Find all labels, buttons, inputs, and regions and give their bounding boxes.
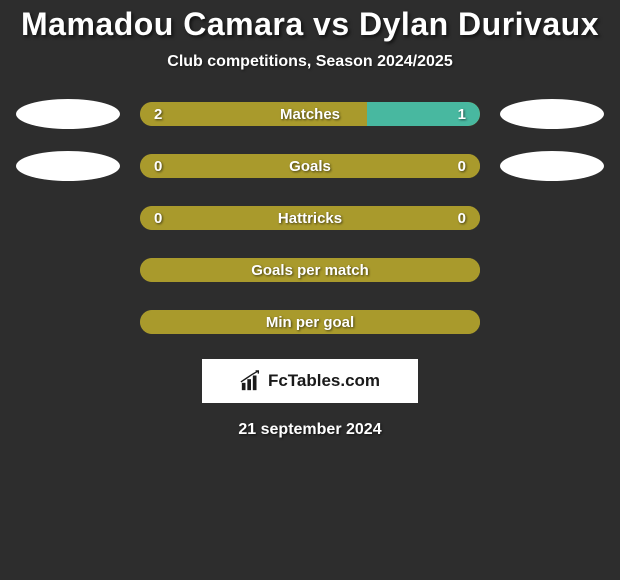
bar-chart-icon bbox=[240, 370, 262, 392]
subtitle: Club competitions, Season 2024/2025 bbox=[0, 53, 620, 71]
right-ellipse bbox=[500, 99, 604, 129]
ellipse-placeholder bbox=[16, 203, 120, 233]
logo-text: FcTables.com bbox=[268, 371, 380, 391]
comparison-infographic: Mamadou Camara vs Dylan Durivaux Club co… bbox=[0, 0, 620, 439]
stat-label: Hattricks bbox=[278, 210, 342, 227]
ellipse-placeholder bbox=[500, 255, 604, 285]
page-title: Mamadou Camara vs Dylan Durivaux bbox=[0, 6, 620, 43]
stat-row: Goals per match bbox=[0, 255, 620, 285]
stat-label: Goals bbox=[289, 158, 331, 175]
stat-label: Goals per match bbox=[251, 262, 369, 279]
stat-bar: 0 0 Hattricks bbox=[140, 206, 480, 230]
stat-value-right: 0 bbox=[458, 210, 466, 227]
stat-bar: 0 0 Goals bbox=[140, 154, 480, 178]
left-ellipse bbox=[16, 151, 120, 181]
stat-value-left: 0 bbox=[154, 210, 162, 227]
stat-row: 0 0 Hattricks bbox=[0, 203, 620, 233]
stat-row: Min per goal bbox=[0, 307, 620, 337]
left-ellipse bbox=[16, 99, 120, 129]
stat-value-right: 1 bbox=[458, 106, 466, 123]
stat-row: 2 1 Matches bbox=[0, 99, 620, 129]
stat-value-left: 2 bbox=[154, 106, 162, 123]
ellipse-placeholder bbox=[16, 307, 120, 337]
stat-label: Matches bbox=[280, 106, 340, 123]
ellipse-placeholder bbox=[16, 255, 120, 285]
stat-rows: 2 1 Matches 0 0 Goals 0 0 Hattricks Goals per mat… bbox=[0, 99, 620, 337]
logo-box: FcTables.com bbox=[202, 359, 418, 403]
ellipse-placeholder bbox=[500, 203, 604, 233]
stat-bar: 2 1 Matches bbox=[140, 102, 480, 126]
ellipse-placeholder bbox=[500, 307, 604, 337]
right-ellipse bbox=[500, 151, 604, 181]
date-label: 21 september 2024 bbox=[0, 421, 620, 439]
stat-bar: Goals per match bbox=[140, 258, 480, 282]
stat-value-right: 0 bbox=[458, 158, 466, 175]
stat-bar: Min per goal bbox=[140, 310, 480, 334]
stat-row: 0 0 Goals bbox=[0, 151, 620, 181]
stat-value-left: 0 bbox=[154, 158, 162, 175]
stat-label: Min per goal bbox=[266, 314, 354, 331]
